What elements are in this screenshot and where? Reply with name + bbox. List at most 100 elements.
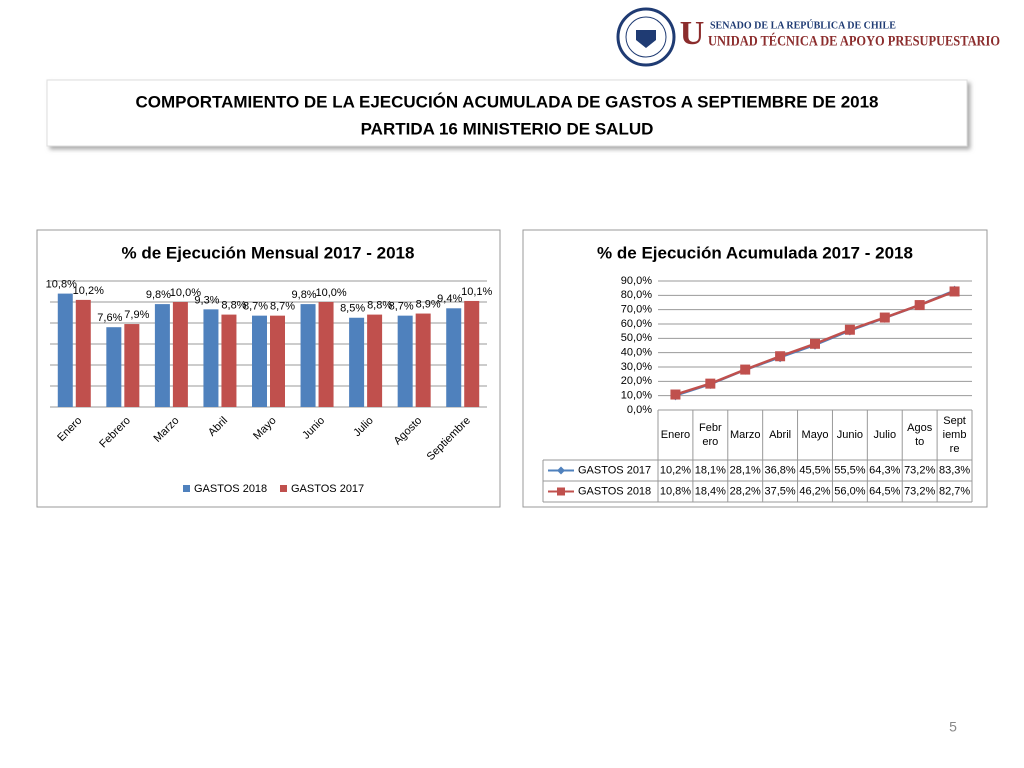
table-value: 55,5% bbox=[834, 464, 865, 476]
point bbox=[810, 338, 820, 349]
data-label: 8,7% bbox=[270, 301, 295, 313]
x-tick-label: Julio bbox=[873, 429, 896, 441]
data-label: 8,9% bbox=[416, 298, 441, 310]
bar bbox=[252, 315, 267, 407]
bar bbox=[300, 304, 316, 407]
point bbox=[844, 324, 855, 335]
page-number: 5 bbox=[949, 719, 957, 735]
bar bbox=[154, 304, 170, 407]
data-label: 9,3% bbox=[194, 294, 219, 306]
data-label: 10,2% bbox=[73, 285, 104, 297]
point bbox=[775, 351, 786, 362]
point bbox=[740, 364, 751, 375]
table-value: 82,7% bbox=[939, 485, 970, 497]
data-label: 8,5% bbox=[340, 303, 365, 315]
x-tick-label: Abril bbox=[769, 429, 791, 441]
table-value: 83,3% bbox=[939, 464, 970, 476]
data-label: 7,9% bbox=[124, 309, 149, 321]
y-tick-label: 40,0% bbox=[621, 347, 652, 359]
data-label: 10,1% bbox=[461, 286, 492, 298]
bar bbox=[203, 309, 219, 407]
table-value: 18,1% bbox=[695, 464, 726, 476]
x-tick-label: Mayo bbox=[802, 429, 829, 441]
table-value: 37,5% bbox=[765, 485, 796, 497]
y-tick-label: 70,0% bbox=[621, 304, 652, 316]
legend-label: GASTOS 2018 bbox=[578, 485, 651, 497]
bar bbox=[57, 293, 73, 407]
table-value: 64,5% bbox=[869, 485, 900, 497]
slide-title: COMPORTAMIENTO DE LA EJECUCIÓN ACUMULADA… bbox=[135, 92, 878, 111]
table-value: 73,2% bbox=[904, 485, 935, 497]
chart-frame bbox=[522, 229, 988, 508]
bar bbox=[318, 302, 334, 407]
point bbox=[949, 286, 960, 297]
y-tick-label: 60,0% bbox=[621, 318, 652, 330]
legend-label: GASTOS 2018 bbox=[194, 483, 267, 495]
point bbox=[705, 378, 716, 389]
legend-label: GASTOS 2017 bbox=[578, 464, 651, 476]
bar bbox=[367, 314, 383, 407]
logo: U bbox=[616, 7, 705, 67]
x-tick-label: Junio bbox=[837, 429, 863, 441]
bar bbox=[106, 327, 122, 407]
y-tick-label: 90,0% bbox=[621, 275, 652, 287]
chart-title: % de Ejecución Mensual 2017 - 2018 bbox=[122, 243, 415, 262]
point bbox=[879, 312, 890, 323]
y-tick-label: 80,0% bbox=[621, 289, 652, 301]
y-tick-label: 20,0% bbox=[621, 375, 652, 387]
table-value: 56,0% bbox=[834, 485, 865, 497]
legend-label: GASTOS 2017 bbox=[291, 483, 364, 495]
bar bbox=[221, 314, 237, 407]
bar bbox=[446, 308, 462, 407]
svg-text:U: U bbox=[680, 15, 705, 52]
title-box bbox=[46, 79, 968, 147]
y-tick-label: 50,0% bbox=[621, 332, 652, 344]
legend-swatch bbox=[183, 485, 190, 492]
data-label: 7,6% bbox=[97, 312, 122, 324]
bar bbox=[270, 315, 285, 407]
y-tick-label: 30,0% bbox=[621, 361, 652, 373]
data-label: 10,0% bbox=[315, 287, 346, 299]
table-value: 36,8% bbox=[765, 464, 796, 476]
bar bbox=[172, 302, 188, 407]
table-value: 18,4% bbox=[695, 485, 726, 497]
data-label: 9,4% bbox=[437, 293, 462, 305]
y-tick-label: 0,0% bbox=[627, 404, 652, 416]
table-value: 46,2% bbox=[799, 485, 830, 497]
bar bbox=[349, 317, 365, 407]
bar bbox=[397, 315, 413, 407]
data-label: 8,7% bbox=[389, 301, 414, 313]
table-value: 28,1% bbox=[730, 464, 761, 476]
x-tick-label: Enero bbox=[661, 429, 690, 441]
data-label: 8,8% bbox=[367, 300, 392, 312]
data-label: 8,8% bbox=[221, 300, 246, 312]
table-value: 45,5% bbox=[799, 464, 830, 476]
table-value: 64,3% bbox=[869, 464, 900, 476]
chart-title: % de Ejecución Acumulada 2017 - 2018 bbox=[597, 243, 913, 262]
table-value: 73,2% bbox=[904, 464, 935, 476]
y-tick-label: 10,0% bbox=[621, 390, 652, 402]
point bbox=[670, 389, 681, 400]
slide-subtitle: PARTIDA 16 MINISTERIO DE SALUD bbox=[361, 119, 654, 138]
table-value: 10,2% bbox=[660, 464, 691, 476]
table-value: 28,2% bbox=[730, 485, 761, 497]
data-label: 9,8% bbox=[146, 289, 171, 301]
bar bbox=[464, 300, 480, 407]
bar bbox=[415, 313, 431, 407]
data-label: 9,8% bbox=[292, 289, 317, 301]
x-tick-label: Marzo bbox=[730, 429, 761, 441]
table-value: 10,8% bbox=[660, 485, 691, 497]
data-label: 10,0% bbox=[170, 287, 201, 299]
institution: SENADO DE LA REPÚBLICA DE CHILE bbox=[710, 19, 896, 31]
legend-swatch bbox=[280, 485, 287, 492]
data-label: 10,8% bbox=[46, 279, 77, 291]
bar bbox=[124, 324, 140, 407]
bar bbox=[75, 299, 91, 407]
legend-marker bbox=[557, 466, 565, 475]
point bbox=[914, 300, 925, 311]
data-label: 8,7% bbox=[243, 301, 268, 313]
